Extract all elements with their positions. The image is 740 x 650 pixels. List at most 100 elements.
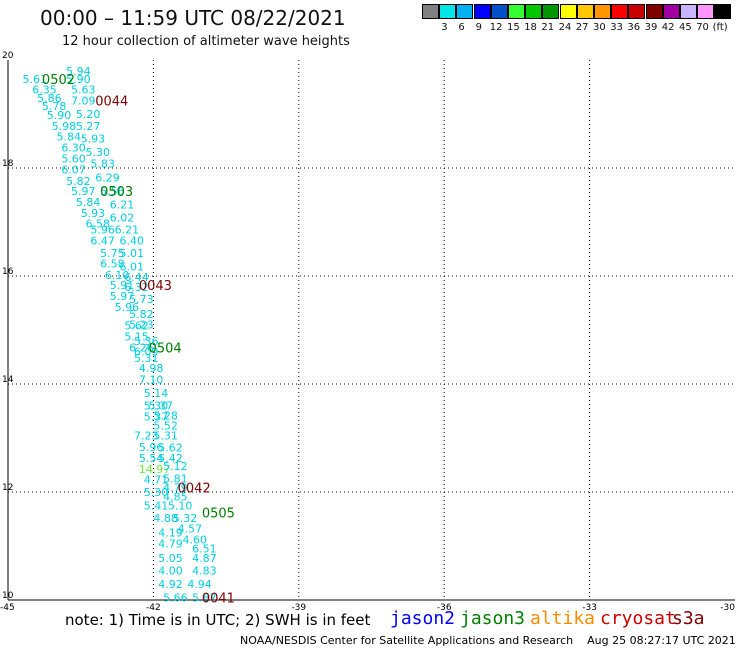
wave-height-point: 5.10 [168, 500, 193, 513]
scale-swatch [559, 4, 577, 19]
wave-height-point: 5.91 [110, 279, 135, 292]
wave-height-point: 5.31 [134, 352, 159, 365]
credit-text: NOAA/NESDIS Center for Satellite Applica… [240, 634, 574, 647]
wave-height-point: 5.83 [90, 158, 115, 171]
pass-number-label: 0044 [95, 95, 128, 110]
wave-height-point: 4.71 [144, 474, 169, 487]
x-tick-label: -42 [146, 603, 161, 610]
wave-height-point: 5.66 [163, 591, 188, 604]
y-tick-label: 14 [2, 375, 14, 385]
wave-height-point: 5.73 [129, 293, 154, 306]
scale-label: 42 [661, 22, 675, 33]
wave-height-point: 4.57 [178, 523, 203, 536]
y-tick-label: 20 [2, 51, 14, 61]
wave-height-points: 5.945.61 5.906.35 5.635.86 7.095.785.90 5.20… [23, 65, 217, 604]
wave-height-point: 5.05 [158, 552, 183, 565]
x-tick-label: -36 [437, 603, 452, 610]
wave-height-point: 6.29 [95, 172, 120, 185]
scale-label: 3 [441, 22, 448, 33]
scale-label: 70 [696, 22, 709, 33]
axes [7, 60, 735, 601]
wave-height-point: 5.96 [139, 441, 164, 454]
wave-height-point: 5.30 [86, 146, 111, 159]
wave-height-point: 5.20 [76, 108, 101, 121]
satellite-legend-item: jason3 [460, 608, 526, 629]
satellite-legend-item: cryosat [600, 608, 676, 629]
wave-height-point: 5.84 [76, 196, 101, 209]
wave-height-point: 5.56 [100, 185, 125, 198]
scale-label: 21 [541, 22, 555, 33]
scale-label: 6 [458, 22, 465, 33]
wave-height-point: 14.97 [139, 463, 171, 476]
scale-swatch [680, 4, 697, 19]
wave-height-point: 5.37 [149, 400, 174, 413]
wave-height-point: 5.30 [144, 486, 169, 499]
wave-height-point: 5.28 [153, 409, 178, 422]
wave-height-point: 5.96 [90, 224, 115, 237]
wave-height-point: 6.51 [192, 543, 217, 556]
wave-height-point: 5.93 [81, 207, 106, 220]
generated-timestamp: Aug 25 08:27:17 UTC 2021 [587, 634, 736, 647]
wave-height-point: 5.01 [119, 247, 143, 260]
scale-label: 45 [679, 22, 692, 33]
chart-plot: -45 -42 -39 -36 -33 -30 10 12 14 16 18 20 5.94 5.61 5… [0, 51, 735, 610]
wave-height-point: 5.82 [129, 308, 154, 321]
y-tick-label: 10 [2, 591, 14, 601]
scale-swatch [422, 4, 439, 19]
scale-swatch [611, 4, 629, 19]
wave-height-point: 5.41 [144, 500, 169, 513]
wave-height-point: 4.79 [158, 537, 183, 550]
satellite-legend-item: s3a [672, 608, 705, 629]
tick-labels: -45 -42 -39 -36 -33 -30 10 12 14 16 18 20 [0, 51, 735, 610]
wave-height-point: 5.98 [52, 120, 76, 133]
wave-height-point: 7.09 [71, 95, 96, 108]
pass-number-label: 0041 [202, 591, 235, 606]
x-tick-label: -30 [720, 603, 735, 610]
scale-label: 27 [575, 22, 589, 33]
wave-height-point: 6.40 [119, 234, 143, 247]
grid [8, 60, 735, 600]
wave-height-point: 4.83 [192, 564, 217, 577]
wave-height-point: 5.30 [144, 400, 169, 413]
wave-height-point: 6.35 [32, 84, 57, 97]
scale-swatch [628, 4, 646, 19]
scale-label: 15 [507, 22, 520, 33]
wave-height-point: 5.52 [153, 420, 178, 433]
wave-height-point: 5.32 [173, 512, 198, 525]
x-tick-label: -45 [0, 603, 15, 610]
wave-height-point: 5.54 [139, 452, 164, 465]
scale-swatch [714, 4, 732, 19]
scale-swatch [662, 4, 680, 19]
wave-height-point: 6.47 [90, 234, 115, 247]
x-tick-label: -39 [291, 603, 306, 610]
wave-height-point: 7.23 [134, 429, 159, 442]
footer-note: note: 1) Time is in UTC; 2) SWH is in fe… [65, 611, 371, 629]
wave-height-point: 4.85 [163, 490, 188, 503]
scale-swatch [508, 4, 525, 19]
wave-height-point: 6.30 [61, 141, 86, 154]
wave-height-point: 7.10 [139, 374, 164, 387]
wave-height-point: 6.01 [119, 260, 143, 273]
wave-height-point: 6.58 [100, 258, 125, 271]
scale-swatch [439, 4, 457, 19]
wave-height-point: 5.78 [42, 100, 67, 113]
wave-height-point: 5.23 [129, 319, 154, 332]
scale-swatch [594, 4, 611, 19]
wave-height-point: 5.62 [158, 442, 183, 455]
pass-number-label: 0042 [178, 482, 211, 497]
scale-swatch [490, 4, 508, 19]
wave-height-point: 4.87 [192, 552, 217, 565]
wave-height-point: 5.37 [144, 410, 169, 423]
wave-height-point: 6.02 [110, 212, 135, 225]
scale-swatch [576, 4, 594, 19]
wave-height-point: 6.32 [124, 281, 149, 294]
scale-label: 30 [593, 22, 606, 33]
wave-height-point: 5.87 [192, 591, 217, 604]
wave-height-point: 5.36 [134, 335, 159, 348]
wave-height-point: 6.21 [110, 199, 135, 212]
wave-height-point: 4.88 [153, 512, 178, 525]
scale-swatch [473, 4, 491, 19]
wave-height-point: 5.90 [66, 73, 91, 86]
x-tick-label: -33 [582, 603, 597, 610]
pass-number-label: 0504 [149, 341, 182, 356]
